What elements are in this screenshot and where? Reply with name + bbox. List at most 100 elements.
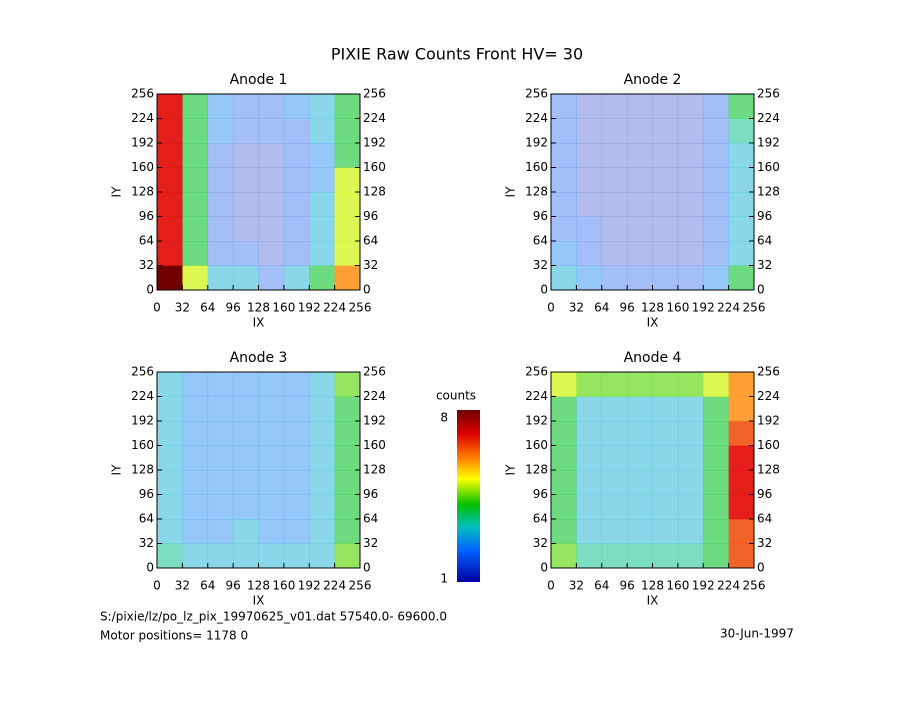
heat-cell xyxy=(601,470,628,495)
y-tick-label-right: 192 xyxy=(757,414,780,428)
y-tick-label: 160 xyxy=(131,438,154,452)
heat-cell xyxy=(309,470,335,495)
heat-cell xyxy=(258,543,285,569)
y-tick-label-right: 0 xyxy=(363,283,371,297)
heat-cell xyxy=(627,241,653,266)
heat-cell xyxy=(233,519,259,544)
x-tick-label: 160 xyxy=(666,579,689,593)
heat-cell xyxy=(601,494,628,520)
y-tick-label: 128 xyxy=(525,463,548,477)
heat-cell xyxy=(207,445,234,471)
heat-cell xyxy=(652,118,679,144)
heat-cell xyxy=(157,543,183,569)
heat-cell xyxy=(182,519,209,544)
heat-cell xyxy=(551,519,577,544)
heat-cell xyxy=(283,494,310,520)
heat-cell xyxy=(601,396,628,422)
heat-cell xyxy=(627,118,653,144)
y-tick-label-right: 256 xyxy=(363,87,386,101)
heat-cell xyxy=(309,265,335,291)
heat-cell xyxy=(601,143,628,168)
x-tick-label: 224 xyxy=(323,301,346,315)
heat-cell xyxy=(601,265,628,291)
x-tick-label: 160 xyxy=(272,579,295,593)
heat-cell xyxy=(258,519,285,544)
heat-cell xyxy=(309,118,335,144)
y-tick-label-right: 128 xyxy=(363,463,386,477)
y-tick-label: 160 xyxy=(131,160,154,174)
heat-cell xyxy=(677,519,704,544)
y-tick-label-right: 192 xyxy=(363,136,386,150)
heat-cell xyxy=(728,265,755,291)
y-tick-label: 0 xyxy=(540,561,548,575)
heat-cell xyxy=(627,543,653,569)
y-tick-label-right: 128 xyxy=(757,463,780,477)
heat-cell xyxy=(207,192,234,217)
x-tick-label: 256 xyxy=(349,301,372,315)
y-tick-label: 96 xyxy=(533,487,548,501)
y-tick-label-right: 256 xyxy=(363,365,386,379)
heat-cell xyxy=(728,519,755,544)
x-tick-label: 0 xyxy=(547,579,555,593)
heat-cell xyxy=(601,445,628,471)
heat-cell xyxy=(703,421,729,446)
heat-cell xyxy=(551,241,577,266)
heat-cell xyxy=(652,167,679,193)
heat-cell xyxy=(627,445,653,471)
y-tick-label-right: 224 xyxy=(363,389,386,403)
y-tick-label: 224 xyxy=(131,111,154,125)
y-tick-label-right: 256 xyxy=(757,365,780,379)
x-tick-label: 96 xyxy=(619,579,634,593)
heat-cell xyxy=(728,543,755,569)
heat-cell xyxy=(233,241,259,266)
heat-cell xyxy=(677,192,704,217)
x-tick-label: 128 xyxy=(641,579,664,593)
heat-cell xyxy=(576,519,603,544)
heat-cell xyxy=(576,445,603,471)
heat-cell xyxy=(703,470,729,495)
y-tick-label: 224 xyxy=(131,389,154,403)
heat-cell xyxy=(309,494,335,520)
heat-cell xyxy=(233,118,259,144)
y-tick-label-right: 0 xyxy=(363,561,371,575)
heat-cell xyxy=(334,192,361,217)
heat-cell xyxy=(334,118,361,144)
heat-cell xyxy=(309,241,335,266)
heat-cell xyxy=(233,192,259,217)
heat-cell xyxy=(182,421,209,446)
y-tick-label: 128 xyxy=(131,463,154,477)
heat-cell xyxy=(157,167,183,193)
heat-cell xyxy=(551,265,577,291)
heat-cell xyxy=(334,265,361,291)
heat-cell xyxy=(182,241,209,266)
y-axis-label: IY xyxy=(504,464,518,476)
y-tick-label: 128 xyxy=(131,185,154,199)
heat-cell xyxy=(258,470,285,495)
heat-cell xyxy=(283,216,310,242)
y-tick-label-right: 224 xyxy=(757,389,780,403)
x-tick-label: 224 xyxy=(717,301,740,315)
colorbar-label: counts xyxy=(436,389,476,403)
heat-cell xyxy=(309,519,335,544)
heat-cell xyxy=(728,192,755,217)
heat-cell xyxy=(309,445,335,471)
heat-cell xyxy=(627,143,653,168)
heat-cell xyxy=(677,143,704,168)
heat-cell xyxy=(627,519,653,544)
heat-cell xyxy=(728,118,755,144)
heat-cell xyxy=(157,445,183,471)
heat-cell xyxy=(576,494,603,520)
heat-cell xyxy=(703,494,729,520)
heat-cell xyxy=(652,216,679,242)
x-tick-label: 32 xyxy=(569,579,584,593)
x-tick-label: 64 xyxy=(200,579,215,593)
y-tick-label-right: 96 xyxy=(757,209,772,223)
x-tick-label: 128 xyxy=(641,301,664,315)
heat-cell xyxy=(207,216,234,242)
heat-cell xyxy=(627,167,653,193)
heat-cell xyxy=(157,396,183,422)
heat-cell xyxy=(309,143,335,168)
heat-cell xyxy=(283,372,310,397)
x-axis-label: IX xyxy=(253,594,265,608)
heat-cell xyxy=(258,396,285,422)
